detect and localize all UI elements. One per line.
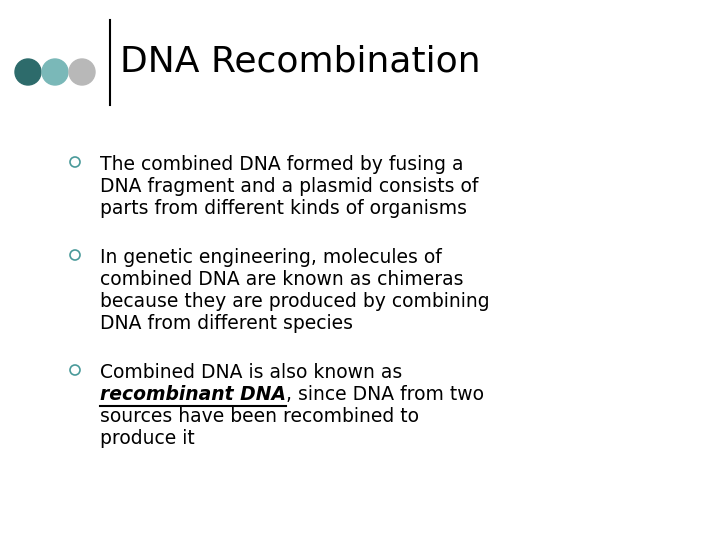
Text: DNA Recombination: DNA Recombination — [120, 45, 481, 79]
Text: , since DNA from two: , since DNA from two — [286, 385, 484, 404]
Text: Combined DNA is also known as: Combined DNA is also known as — [100, 363, 402, 382]
Text: because they are produced by combining: because they are produced by combining — [100, 292, 490, 311]
Circle shape — [69, 59, 95, 85]
Text: The combined DNA formed by fusing a: The combined DNA formed by fusing a — [100, 155, 464, 174]
Text: recombinant DNA: recombinant DNA — [100, 385, 286, 404]
Text: parts from different kinds of organisms: parts from different kinds of organisms — [100, 199, 467, 218]
Text: DNA fragment and a plasmid consists of: DNA fragment and a plasmid consists of — [100, 177, 478, 196]
Text: produce it: produce it — [100, 429, 194, 448]
Text: sources have been recombined to: sources have been recombined to — [100, 407, 419, 426]
Text: In genetic engineering, molecules of: In genetic engineering, molecules of — [100, 248, 442, 267]
Text: DNA from different species: DNA from different species — [100, 314, 353, 333]
Circle shape — [15, 59, 41, 85]
Text: combined DNA are known as chimeras: combined DNA are known as chimeras — [100, 270, 464, 289]
Circle shape — [42, 59, 68, 85]
